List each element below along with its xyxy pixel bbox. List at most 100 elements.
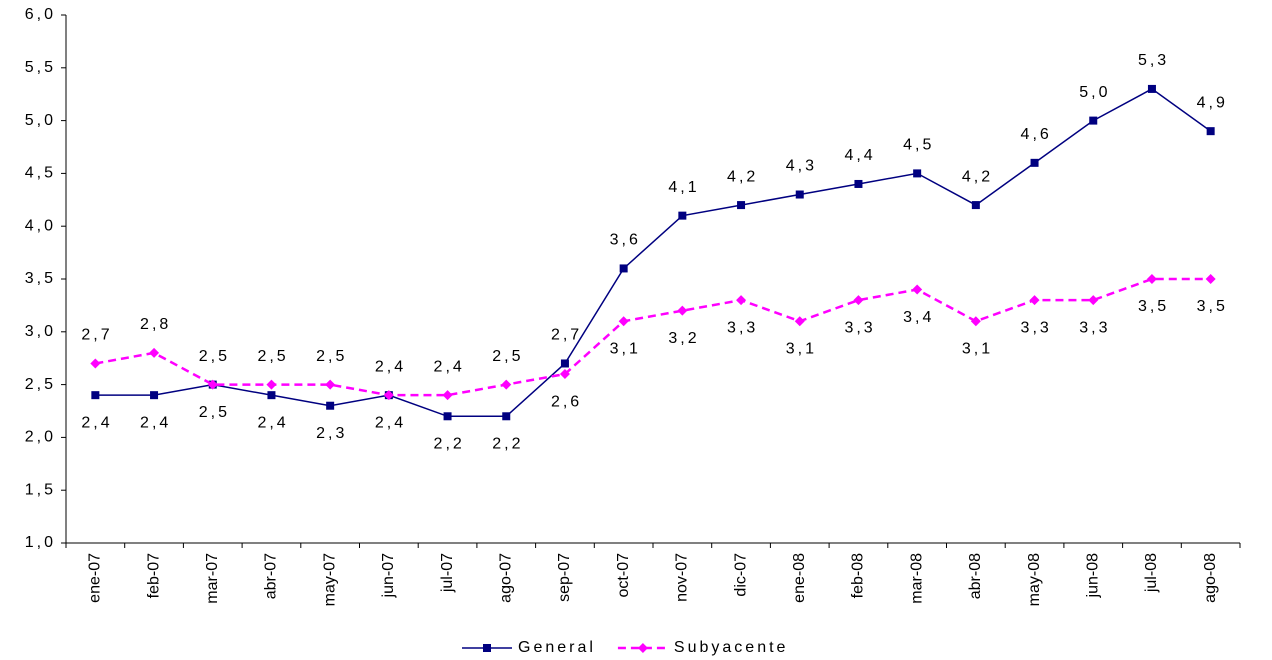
point xyxy=(794,316,805,327)
y-tick-label: 5,5 xyxy=(25,59,56,76)
point xyxy=(619,264,628,273)
x-tick-label: jun-07 xyxy=(380,553,397,599)
x-tick-label: nov-07 xyxy=(674,553,691,602)
point xyxy=(443,412,452,421)
point xyxy=(383,390,394,401)
data-label: 2,6 xyxy=(551,393,582,410)
point xyxy=(912,284,923,295)
data-label: 4,2 xyxy=(962,168,993,185)
point xyxy=(970,316,981,327)
data-label: 2,2 xyxy=(434,435,465,452)
data-label: 3,1 xyxy=(610,340,641,357)
data-label: 3,1 xyxy=(962,340,993,357)
data-label: 2,5 xyxy=(257,348,288,365)
legend-marker xyxy=(483,644,491,652)
x-tick-label: sep-07 xyxy=(556,553,573,602)
x-tick-label: ago-07 xyxy=(497,553,514,603)
point xyxy=(442,390,453,401)
point xyxy=(971,201,980,210)
point xyxy=(1029,295,1040,306)
data-label: 3,3 xyxy=(1021,319,1052,336)
point xyxy=(150,391,159,400)
legend-marker xyxy=(637,643,648,653)
data-label: 5,0 xyxy=(1079,84,1110,101)
y-tick-label: 1,0 xyxy=(25,534,56,551)
data-label: 3,3 xyxy=(727,319,758,336)
data-label: 2,2 xyxy=(492,435,523,452)
x-tick-label: ago-08 xyxy=(1202,553,1219,603)
x-tick-label: abr-08 xyxy=(967,553,984,599)
data-label: 4,4 xyxy=(844,147,875,164)
data-label: 4,1 xyxy=(668,179,699,196)
y-tick-label: 2,5 xyxy=(25,376,56,393)
x-tick-label: jul-07 xyxy=(439,553,456,593)
x-tick-label: jun-08 xyxy=(1084,553,1101,599)
x-tick-label: jul-08 xyxy=(1143,553,1160,593)
data-label: 2,3 xyxy=(316,425,347,442)
data-label: 2,5 xyxy=(199,404,230,421)
data-label: 3,3 xyxy=(1079,319,1110,336)
data-label: 3,5 xyxy=(1197,298,1228,315)
data-label: 4,5 xyxy=(903,137,934,154)
point xyxy=(91,391,100,400)
data-label: 3,3 xyxy=(844,319,875,336)
point xyxy=(1146,274,1157,284)
data-label: 4,6 xyxy=(1021,126,1052,143)
point xyxy=(736,295,747,306)
y-tick-label: 3,5 xyxy=(25,270,56,287)
point xyxy=(913,169,922,178)
point xyxy=(1088,295,1099,306)
y-tick-label: 3,0 xyxy=(25,323,56,340)
x-tick-label: may-08 xyxy=(1026,553,1043,606)
x-tick-label: feb-07 xyxy=(145,553,162,598)
data-label: 4,9 xyxy=(1197,94,1228,111)
y-tick-label: 4,0 xyxy=(25,217,56,234)
point xyxy=(267,391,276,400)
data-label: 3,6 xyxy=(610,232,641,249)
y-tick-label: 5,0 xyxy=(25,112,56,129)
x-tick-label: ene-08 xyxy=(791,553,808,603)
point xyxy=(1030,158,1039,167)
y-tick-label: 4,5 xyxy=(25,165,56,182)
point xyxy=(853,295,864,306)
point xyxy=(737,201,746,210)
data-label: 2,4 xyxy=(81,414,112,431)
y-tick-label: 2,0 xyxy=(25,429,56,446)
x-tick-label: mar-08 xyxy=(908,553,925,604)
point xyxy=(207,379,218,390)
x-tick-label: abr-07 xyxy=(263,553,280,599)
point xyxy=(618,316,629,327)
point xyxy=(501,379,512,390)
data-label: 2,5 xyxy=(492,348,523,365)
x-tick-label: feb-08 xyxy=(850,553,867,598)
point xyxy=(559,369,570,380)
x-tick-label: mar-07 xyxy=(204,553,221,604)
data-label: 2,5 xyxy=(199,348,230,365)
data-label: 2,4 xyxy=(434,358,465,375)
data-label: 5,3 xyxy=(1138,52,1169,69)
point xyxy=(560,359,569,368)
series-line xyxy=(95,277,1211,397)
point xyxy=(795,190,804,199)
point xyxy=(326,401,335,410)
data-label: 3,5 xyxy=(1138,298,1169,315)
data-label: 2,4 xyxy=(257,414,288,431)
data-label: 2,4 xyxy=(140,414,171,431)
data-label: 4,3 xyxy=(786,158,817,175)
point xyxy=(854,179,863,188)
point xyxy=(1206,127,1215,136)
legend-label: General xyxy=(518,639,596,656)
x-tick-label: ene-07 xyxy=(87,553,104,603)
point xyxy=(149,347,160,358)
y-tick-label: 1,5 xyxy=(25,481,56,498)
point xyxy=(502,412,511,421)
series-line xyxy=(95,88,1212,418)
x-tick-label: may-07 xyxy=(321,553,338,606)
point xyxy=(678,211,687,220)
legend-label: Subyacente xyxy=(674,639,789,656)
data-label: 4,2 xyxy=(727,168,758,185)
data-label: 2,4 xyxy=(375,358,406,375)
point xyxy=(1205,274,1216,284)
data-label: 3,4 xyxy=(903,309,934,326)
